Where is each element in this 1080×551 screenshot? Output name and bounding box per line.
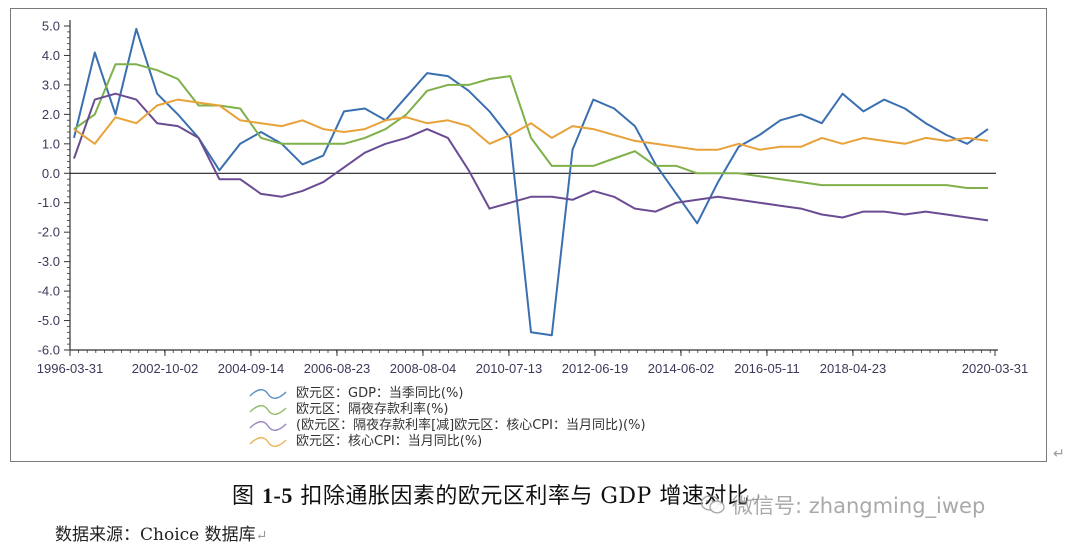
watermark-text: 微信号: zhangming_iwep [732,494,986,518]
legend-label: (欧元区：隔夜存款利率[减]欧元区：核心CPI：当月同比)(%) [296,418,646,433]
x-tick-label: 1996-03-31 [37,361,104,376]
y-tick-label: -4.0 [38,284,60,299]
legend-item: 欧元区：核心CPI：当月同比(%) [248,434,646,450]
legend-label: 欧元区：GDP：当季同比(%) [296,386,464,401]
chart-legend: 欧元区：GDP：当季同比(%) 欧元区：隔夜存款利率(%) (欧元区：隔夜存款利率[… [248,386,646,450]
y-tick-label: 4.0 [42,48,60,63]
x-tick-label: 2016-05-11 [734,361,800,376]
x-tick-label: 2002-10-02 [132,361,199,376]
caption-number: 1-5 [262,483,293,508]
series-line-3 [73,98,989,151]
caption-text: 扣除通胀因素的欧元区利率与 GDP 增速对比 [292,484,750,509]
wechat-watermark: 微信号: zhangming_iwep [700,490,985,520]
legend-swatch-icon [249,421,287,431]
line-chart: 5.0 4.0 3.0 2.0 1.0 0.0 -1.0 -2.0 -3.0 -4.0 -5.0 -6… [37,19,1029,377]
source-text: 数据来源：Choice 数据库 [55,525,256,545]
y-tick-label: -2.0 [38,225,60,240]
legend-item: (欧元区：隔夜存款利率[减]欧元区：核心CPI：当月同比)(%) [248,418,646,434]
data-source-note: 数据来源：Choice 数据库↵ [55,520,267,545]
wechat-icon [700,495,725,514]
chart-frame [10,8,1047,462]
series-line-1 [73,63,988,189]
legend-swatch-icon [249,389,287,399]
legend-label: 欧元区：隔夜存款利率(%) [296,402,449,417]
y-tick-label: -1.0 [38,195,60,210]
x-tick-label: 2008-08-04 [390,361,457,376]
paragraph-mark: ↵ [1053,446,1065,462]
legend-item: 欧元区：隔夜存款利率(%) [248,402,646,418]
return-mark: ↵ [749,491,762,507]
legend-item: 欧元区：GDP：当季同比(%) [248,386,646,402]
y-tick-label: -6.0 [38,343,60,358]
y-tick-label: -5.0 [38,313,60,328]
y-tick-label: 1.0 [42,136,60,151]
x-tick-label: 2018-04-23 [820,361,887,376]
legend-swatch-icon [249,405,287,415]
return-mark: ↵ [255,528,268,544]
y-tick-label: 2.0 [42,107,60,122]
x-tick-label: 2020-03-31 [962,361,1029,376]
x-tick-label: 2010-07-13 [476,361,543,376]
y-tick-label: -3.0 [38,254,60,269]
y-tick-label: 5.0 [42,19,60,34]
figure-caption: 图 1-5 扣除通胀因素的欧元区利率与 GDP 增速对比↵ [232,478,762,510]
x-tick-label: 2004-09-14 [218,361,285,376]
y-tick-label: 3.0 [42,77,60,92]
x-tick-label: 2006-08-23 [304,361,371,376]
caption-prefix: 图 [232,484,262,509]
series-line-2 [73,92,989,222]
series-line-0 [73,27,989,337]
legend-swatch-icon [249,437,287,447]
x-tick-label: 2014-06-02 [648,361,715,376]
y-tick-label: 0.0 [42,166,60,181]
legend-label: 欧元区：核心CPI：当月同比(%) [296,434,483,449]
x-tick-label: 2012-06-19 [562,361,629,376]
